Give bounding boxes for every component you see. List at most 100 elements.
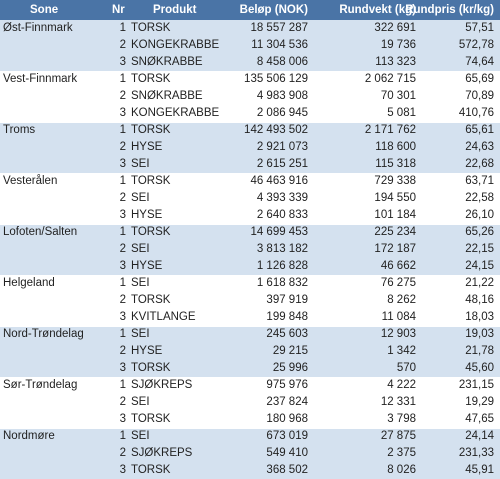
row-price: 48,16 [465, 294, 494, 306]
table-row: Vest-Finnmark 1 TORSK 135 506 129 2 062 715 6… [0, 71, 500, 88]
row-weight: 76 275 [380, 277, 416, 289]
zone-label: Nordmøre [3, 430, 55, 442]
row-amount: 8 458 006 [256, 56, 308, 68]
row-product: TORSK [131, 124, 171, 136]
table-row: 3 HYSE 2 640 833 101 184 26,10 [0, 207, 500, 224]
row-nr: 2 [119, 90, 126, 102]
row-nr: 1 [119, 430, 126, 442]
row-product: SEI [131, 277, 150, 289]
row-nr: 2 [119, 345, 126, 357]
row-weight: 115 318 [375, 158, 416, 170]
row-weight: 2 171 762 [364, 124, 416, 136]
table-row: 3 KONGEKRABBE 2 086 945 5 081 410,76 [0, 105, 500, 122]
table-row: 2 HYSE 2 921 073 118 600 24,63 [0, 139, 500, 156]
row-price: 22,68 [465, 158, 494, 170]
row-amount: 14 699 453 [250, 226, 308, 238]
table-row: 2 TORSK 397 919 8 262 48,16 [0, 292, 500, 309]
row-product: SEI [131, 396, 150, 408]
row-product: TORSK [131, 226, 171, 238]
table-row: 2 HYSE 29 215 1 342 21,78 [0, 343, 500, 360]
row-nr: 2 [119, 39, 126, 51]
table-row: 2 KONGEKRABBE 11 304 536 19 736 572,78 [0, 37, 500, 54]
table-row: Nordmøre 1 SEI 673 019 27 875 24,14 [0, 428, 500, 445]
row-nr: 3 [119, 362, 126, 374]
row-amount: 975 976 [266, 379, 308, 391]
row-product: TORSK [131, 22, 171, 34]
row-amount: 1 618 832 [256, 277, 308, 289]
row-product: SEI [131, 430, 150, 442]
row-weight: 70 301 [380, 90, 416, 102]
row-weight: 19 736 [380, 39, 416, 51]
row-product: SEI [131, 243, 150, 255]
group-separator [0, 326, 500, 327]
zone-label: Vest-Finnmark [3, 73, 78, 85]
row-nr: 1 [119, 73, 126, 85]
row-product: KONGEKRABBE [131, 107, 220, 119]
zone-label: Vesterålen [3, 175, 58, 187]
group-separator [0, 122, 500, 123]
row-nr: 2 [119, 447, 126, 459]
row-weight: 225 234 [374, 226, 416, 238]
row-nr: 1 [119, 22, 126, 34]
row-amount: 4 393 339 [256, 192, 308, 204]
row-nr: 2 [119, 192, 126, 204]
row-price: 24,15 [465, 260, 494, 272]
table-row: Øst-Finnmark 1 TORSK 18 557 287 322 691 57,51 [0, 20, 500, 37]
table-row: 3 TORSK 25 996 570 45,60 [0, 360, 500, 377]
row-weight: 8 262 [387, 294, 416, 306]
header-sone: Sone [30, 4, 59, 16]
row-weight: 322 691 [374, 22, 416, 34]
row-nr: 3 [119, 209, 126, 221]
row-amount: 1 126 828 [256, 260, 308, 272]
row-amount: 2 640 833 [256, 209, 308, 221]
zone-label: Sør-Trøndelag [3, 379, 78, 391]
row-product: TORSK [131, 175, 171, 187]
row-weight: 11 084 [381, 311, 416, 323]
row-price: 45,60 [465, 362, 494, 374]
table-row: 2 SEI 4 393 339 194 550 22,58 [0, 190, 500, 207]
row-product: TORSK [131, 464, 171, 476]
zone-label: Helgeland [3, 277, 55, 289]
row-price: 65,26 [465, 226, 494, 238]
row-amount: 25 996 [272, 362, 308, 374]
row-price: 65,61 [465, 124, 494, 136]
table-row: 2 SJØKREPS 549 410 2 375 231,33 [0, 445, 500, 462]
header-belop: Beløp (NOK) [239, 4, 308, 16]
row-price: 70,89 [465, 90, 494, 102]
group-separator [0, 71, 500, 72]
table-row: Lofoten/Salten 1 TORSK 14 699 453 225 234 65,… [0, 224, 500, 241]
table-row: 2 SEI 237 824 12 331 19,29 [0, 394, 500, 411]
row-price: 231,33 [458, 447, 494, 459]
row-nr: 3 [119, 158, 126, 170]
row-product: HYSE [131, 260, 163, 272]
row-product: TORSK [131, 362, 171, 374]
header-rundpris: Rundpris (kr/kg) [405, 4, 494, 16]
table-row: 3 HYSE 1 126 828 46 662 24,15 [0, 258, 500, 275]
group-separator [0, 428, 500, 429]
row-weight: 46 662 [380, 260, 416, 272]
table-row: Helgeland 1 SEI 1 618 832 76 275 21,22 [0, 275, 500, 292]
row-weight: 12 903 [380, 328, 416, 340]
zone-label: Øst-Finnmark [3, 22, 73, 34]
row-weight: 101 184 [374, 209, 416, 221]
row-price: 63,71 [465, 175, 494, 187]
group-separator [0, 224, 500, 225]
row-price: 19,03 [465, 328, 494, 340]
row-weight: 172 187 [374, 243, 416, 255]
row-amount: 18 557 287 [250, 22, 308, 34]
zone-label: Nord-Trøndelag [3, 328, 84, 340]
row-nr: 2 [119, 243, 126, 255]
table-row: Troms 1 TORSK 142 493 502 2 171 762 65,61 [0, 122, 500, 139]
row-price: 45,91 [465, 464, 494, 476]
row-product: TORSK [131, 73, 171, 85]
table-row: 3 KVITLANGE 199 848 11 084 18,03 [0, 309, 500, 326]
row-price: 231,15 [458, 379, 494, 391]
row-amount: 11 304 536 [251, 39, 308, 51]
row-weight: 27 875 [380, 430, 416, 442]
row-price: 22,58 [465, 192, 494, 204]
row-amount: 2 086 945 [256, 107, 308, 119]
row-price: 19,29 [465, 396, 494, 408]
row-amount: 180 968 [266, 413, 308, 425]
group-separator [0, 275, 500, 276]
row-amount: 237 824 [266, 396, 308, 408]
